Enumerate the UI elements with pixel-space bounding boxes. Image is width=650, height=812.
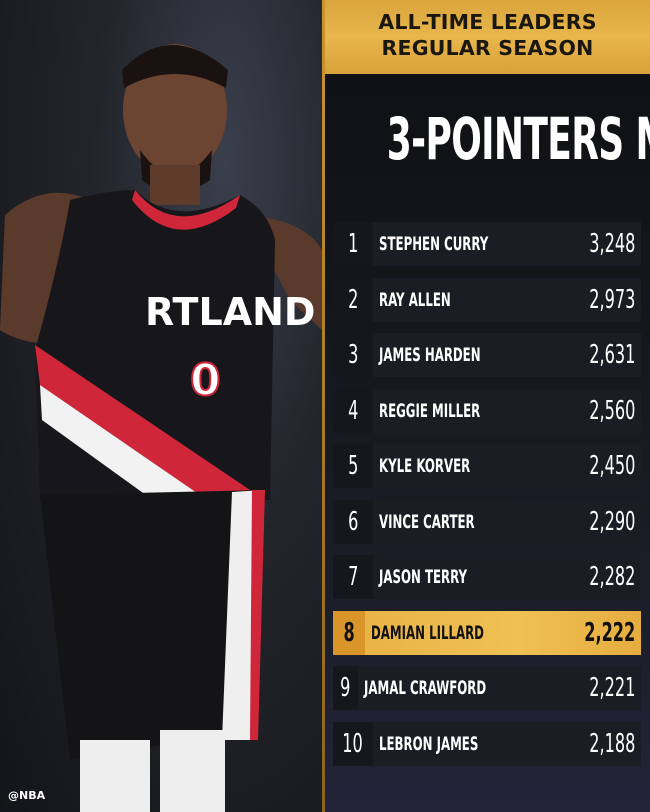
value-cell: 2,560 (561, 396, 641, 426)
player-name: LEBRON JAMES (379, 732, 479, 755)
threes-made: 2,221 (588, 673, 635, 703)
rank-cell: 1 (333, 222, 373, 266)
value-cell: 2,222 (553, 618, 641, 648)
rank-cell: 7 (333, 555, 373, 599)
stat-title: 3-POINTERS MADE (386, 105, 650, 173)
value-cell: 2,282 (561, 562, 641, 592)
rank-cell: 9 (333, 666, 358, 710)
name-cell: REGGIE MILLER (373, 400, 561, 422)
name-cell: RAY ALLEN (373, 289, 561, 311)
gold-divider (322, 0, 325, 812)
player-name: STEPHEN CURRY (379, 233, 489, 255)
leader-row: 5 KYLE KORVER 2,450 (333, 444, 641, 488)
player-name: JAMES HARDEN (379, 344, 481, 366)
jersey-text: RTLAND (145, 290, 315, 334)
value-cell: 2,973 (561, 285, 641, 315)
threes-made: 2,222 (584, 617, 635, 648)
threes-made: 2,560 (588, 395, 635, 426)
name-cell: JASON TERRY (373, 566, 561, 588)
value-cell: 2,290 (561, 507, 641, 537)
rank-cell: 6 (333, 499, 373, 544)
name-cell: STEPHEN CURRY (373, 233, 561, 255)
player-name: JASON TERRY (379, 566, 468, 588)
rank: 10 (342, 728, 364, 759)
jersey-number: 0 (190, 355, 221, 406)
player-name: REGGIE MILLER (379, 399, 481, 422)
rank: 7 (347, 562, 359, 592)
threes-made: 2,973 (588, 284, 635, 315)
leader-row: 9 JAMAL CRAWFORD 2,221 (333, 666, 641, 710)
rank: 2 (347, 284, 359, 315)
leaders-panel: ALL-TIME LEADERS REGULAR SEASON 3-POINTE… (325, 0, 650, 812)
nba-watermark: @NBA (8, 789, 46, 802)
player-name: KYLE KORVER (379, 455, 471, 477)
player-name: VINCE CARTER (379, 510, 475, 533)
rank-cell: 5 (333, 444, 373, 488)
threes-made: 2,188 (588, 728, 635, 759)
rank-cell: 8 (333, 610, 365, 655)
rank-cell: 10 (333, 721, 373, 766)
player-illustration: RTLAND 0 (0, 44, 322, 812)
rank: 6 (347, 506, 359, 537)
threes-made: 2,282 (588, 562, 635, 592)
name-cell: DAMIAN LILLARD (365, 622, 553, 644)
header-line-2: REGULAR SEASON (381, 36, 594, 60)
rank: 4 (347, 395, 359, 426)
leader-row: 2 RAY ALLEN 2,973 (333, 277, 641, 322)
rank-cell: 2 (333, 277, 373, 322)
value-cell: 2,631 (561, 340, 641, 370)
leader-row: 1 STEPHEN CURRY 3,248 (333, 222, 641, 266)
threes-made: 2,290 (588, 506, 635, 537)
rank-cell: 4 (333, 388, 373, 433)
rank: 8 (343, 617, 355, 648)
value-cell: 2,221 (561, 673, 641, 703)
player-name: JAMAL CRAWFORD (363, 677, 486, 699)
rank: 5 (347, 451, 359, 481)
player-name: RAY ALLEN (379, 288, 451, 311)
header-line-1: ALL-TIME LEADERS (378, 10, 597, 34)
name-cell: KYLE KORVER (373, 455, 561, 477)
threes-made: 3,248 (588, 229, 635, 259)
leader-row: 3 JAMES HARDEN 2,631 (333, 333, 641, 377)
player-name: DAMIAN LILLARD (370, 621, 484, 644)
leader-row: 10 LEBRON JAMES 2,188 (333, 721, 641, 766)
name-cell: JAMAL CRAWFORD (358, 677, 561, 699)
value-cell: 2,450 (561, 451, 641, 481)
value-cell: 2,188 (561, 729, 641, 759)
leader-row: 4 REGGIE MILLER 2,560 (333, 388, 641, 433)
header-banner: ALL-TIME LEADERS REGULAR SEASON (325, 0, 650, 74)
name-cell: LEBRON JAMES (373, 733, 561, 755)
name-cell: VINCE CARTER (373, 511, 561, 533)
threes-made: 2,450 (588, 451, 635, 481)
leader-row: 6 VINCE CARTER 2,290 (333, 499, 641, 544)
threes-made: 2,631 (588, 340, 635, 370)
rank: 9 (340, 673, 351, 703)
value-cell: 3,248 (561, 229, 641, 259)
player-photo: RTLAND 0 @NBA (0, 0, 322, 812)
name-cell: JAMES HARDEN (373, 344, 561, 366)
rank-cell: 3 (333, 333, 373, 377)
rank: 1 (347, 229, 359, 259)
leader-row: 7 JASON TERRY 2,282 (333, 555, 641, 599)
rank: 3 (347, 340, 359, 370)
leader-row: 8 DAMIAN LILLARD 2,222 (333, 610, 641, 655)
